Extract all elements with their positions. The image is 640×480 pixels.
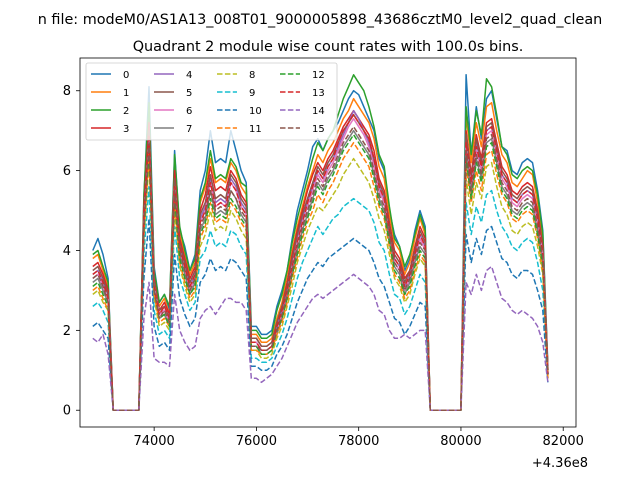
legend-label-8: 8 xyxy=(249,70,255,81)
y-tick-label: 2 xyxy=(63,324,71,339)
legend-label-13: 13 xyxy=(312,88,325,99)
legend-label-14: 14 xyxy=(312,106,325,117)
series-line-8 xyxy=(92,157,549,411)
x-tick-label: 76000 xyxy=(236,434,277,449)
legend-label-15: 15 xyxy=(312,124,325,135)
x-offset-label: +4.36e8 xyxy=(532,456,588,471)
y-tick-label: 4 xyxy=(63,244,71,259)
legend-label-4: 4 xyxy=(186,70,192,81)
x-tick-label: 80000 xyxy=(440,434,481,449)
series-line-15 xyxy=(92,125,549,411)
series-line-2 xyxy=(92,74,549,411)
series-line-10 xyxy=(92,217,549,411)
y-tick-label: 8 xyxy=(63,84,71,99)
chart-title: Quadrant 2 module wise count rates with … xyxy=(133,39,524,55)
y-axis: 0 2 4 6 8 xyxy=(63,84,80,419)
legend-label-2: 2 xyxy=(123,106,129,117)
legend-label-3: 3 xyxy=(123,124,129,135)
legend-label-7: 7 xyxy=(186,124,192,135)
x-tick-label: 82000 xyxy=(543,434,584,449)
series-lines xyxy=(92,74,549,411)
x-axis: 74000 76000 78000 80000 82000 xyxy=(133,427,584,449)
series-line-13 xyxy=(92,113,549,411)
series-line-11 xyxy=(92,141,549,411)
y-tick-label: 6 xyxy=(63,164,71,179)
legend-label-5: 5 xyxy=(186,88,192,99)
series-line-12 xyxy=(92,133,549,411)
legend-label-12: 12 xyxy=(312,70,325,81)
legend-label-11: 11 xyxy=(249,124,262,135)
x-tick-label: 74000 xyxy=(133,434,174,449)
y-tick-label: 0 xyxy=(63,404,71,419)
legend-label-1: 1 xyxy=(123,88,129,99)
legend-box xyxy=(85,62,338,141)
legend-label-6: 6 xyxy=(186,106,192,117)
x-tick-label: 78000 xyxy=(338,434,379,449)
plot-frame xyxy=(79,57,577,428)
series-line-14 xyxy=(92,265,549,411)
suptitle: n file: modeM0/AS1A13_008T01_9000005898_… xyxy=(38,12,603,28)
legend-label-0: 0 xyxy=(123,70,129,81)
legend-label-9: 9 xyxy=(249,88,255,99)
legend-label-10: 10 xyxy=(249,106,262,117)
